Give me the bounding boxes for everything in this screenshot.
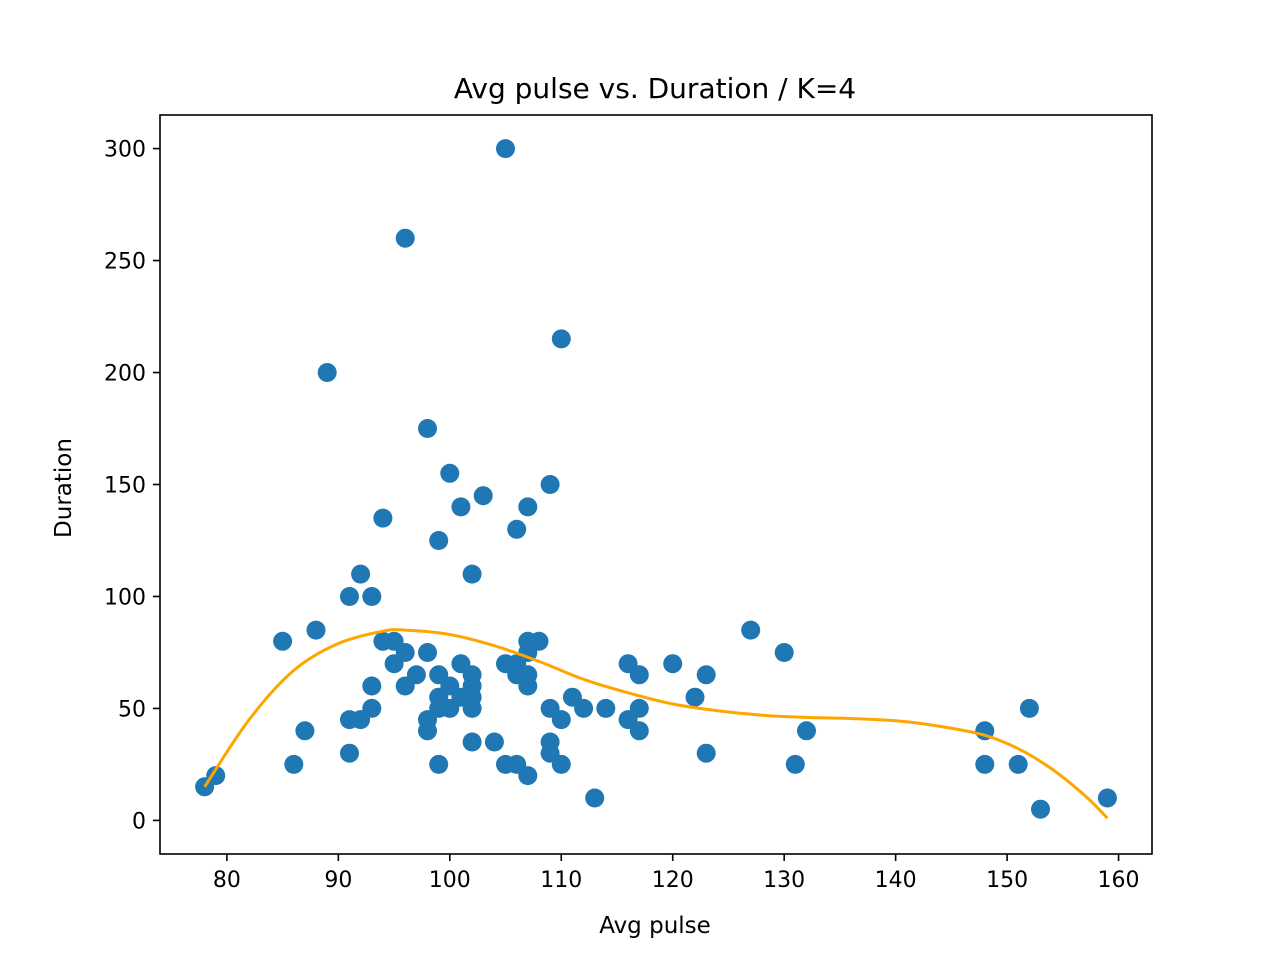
x-tick-label: 150 — [986, 868, 1028, 893]
scatter-point — [440, 463, 460, 483]
scatter-point — [418, 721, 437, 741]
plot-frame — [159, 114, 1153, 855]
y-axis-label: Duration — [51, 438, 77, 538]
x-tick-label: 100 — [429, 868, 471, 893]
fit-curve-line — [203, 628, 1109, 820]
x-axis-label: Avg pulse — [599, 913, 711, 939]
scatter-point — [551, 754, 571, 774]
scatter-point — [774, 643, 794, 662]
y-tick-label: 0 — [132, 809, 146, 834]
scatter-point — [406, 665, 426, 685]
scatter-point — [574, 698, 594, 718]
scatter-point — [585, 788, 605, 808]
scatter-point — [373, 508, 393, 528]
x-tick-label: 120 — [652, 868, 694, 893]
x-tick-label: 90 — [324, 868, 352, 893]
scatter-point — [518, 676, 538, 696]
scatter-point — [518, 497, 538, 517]
scatter-point — [596, 698, 616, 718]
scatter-point — [284, 754, 304, 774]
scatter-point — [1097, 788, 1117, 808]
scatter-point — [340, 587, 359, 606]
scatter-point — [418, 419, 437, 438]
scatter-point — [785, 754, 805, 774]
scatter-point — [551, 710, 571, 730]
scatter-point — [741, 620, 761, 640]
scatter-point — [462, 698, 482, 718]
scatter-point — [797, 721, 816, 741]
scatter-point — [1031, 799, 1050, 819]
x-tick-label: 160 — [1098, 868, 1140, 893]
scatter-point — [206, 766, 226, 786]
scatter-point — [317, 363, 337, 382]
scatter-point — [273, 631, 293, 651]
y-tick-label: 200 — [104, 362, 146, 387]
scatter-point — [629, 665, 649, 685]
scatter-point — [496, 139, 515, 159]
scatter-point — [685, 687, 705, 707]
scatter-point — [395, 643, 415, 662]
scatter-point — [362, 587, 382, 606]
scatter-point — [429, 754, 449, 774]
scatter-point — [295, 721, 315, 741]
scatter-point — [629, 721, 649, 741]
scatter-point — [462, 564, 482, 584]
scatter-point — [362, 698, 382, 718]
scatter-point — [1008, 754, 1028, 774]
y-tick-label: 150 — [104, 474, 146, 499]
scatter-point — [395, 228, 415, 248]
scatter-point — [429, 531, 449, 550]
scatter-point — [540, 475, 560, 494]
scatter-point — [306, 620, 326, 640]
scatter-point — [351, 564, 371, 584]
scatter-point — [507, 519, 527, 539]
scatter-point — [340, 743, 359, 763]
chart-title: Avg pulse vs. Duration / K=4 — [454, 72, 856, 105]
scatter-point — [629, 698, 649, 718]
scatter-point — [975, 754, 995, 774]
x-axis-ticks: 80 90 100 110 120 130 140 150 160 — [213, 854, 1140, 893]
y-tick-label: 250 — [104, 250, 146, 275]
y-tick-label: 100 — [104, 585, 146, 610]
x-tick-label: 110 — [540, 868, 582, 893]
scatter-point — [1019, 698, 1039, 718]
y-tick-label: 300 — [104, 138, 146, 163]
scatter-point — [462, 732, 482, 752]
scatter-point — [551, 329, 571, 349]
scatter-point — [663, 654, 683, 674]
x-tick-label: 80 — [213, 868, 241, 893]
scatter-point — [473, 486, 493, 506]
scatter-point — [518, 766, 538, 786]
plot-area — [195, 139, 1117, 820]
y-tick-label: 50 — [118, 697, 146, 722]
scatter-point — [418, 643, 437, 662]
y-axis-ticks: 0 50 100 150 200 250 300 — [104, 138, 160, 834]
x-tick-label: 140 — [875, 868, 917, 893]
scatter-point — [529, 631, 549, 651]
scatter-point — [451, 497, 471, 517]
scatter-point — [696, 665, 716, 685]
scatter-point — [696, 743, 716, 763]
x-tick-label: 130 — [763, 868, 805, 893]
scatter-point — [484, 732, 504, 752]
scatter-point — [362, 676, 382, 696]
